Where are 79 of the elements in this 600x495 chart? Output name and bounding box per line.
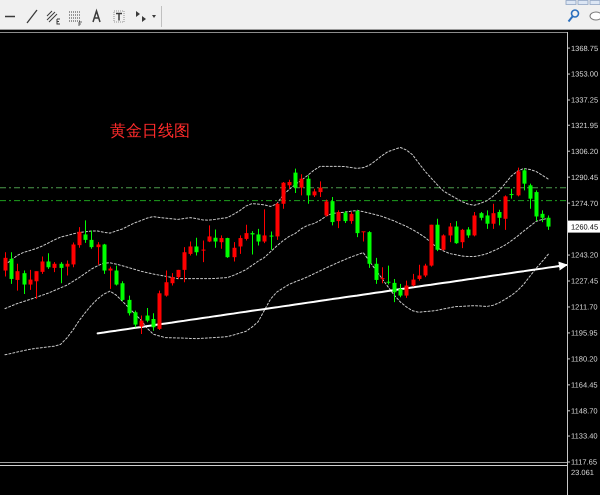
candlestick <box>170 272 174 286</box>
candlestick <box>34 270 38 300</box>
candlestick <box>208 224 212 243</box>
candlestick <box>454 220 458 244</box>
candlestick <box>404 280 408 298</box>
candlestick <box>282 182 286 210</box>
candlestick <box>546 214 550 230</box>
candlestick <box>392 278 396 303</box>
candlestick <box>270 230 274 250</box>
candlestick <box>232 242 236 262</box>
candlestick <box>442 234 446 251</box>
candlestick <box>336 210 340 229</box>
candlestick <box>540 210 544 223</box>
candlestick <box>250 230 254 256</box>
candlestick <box>380 266 384 284</box>
candlestick <box>472 212 476 237</box>
candlestick <box>262 208 266 244</box>
candlestick <box>220 234 224 250</box>
candlestick <box>16 263 20 292</box>
candlestick <box>90 230 94 250</box>
candlestick <box>96 242 100 266</box>
candlestick <box>424 263 428 278</box>
candlestick <box>120 280 124 302</box>
candlestick <box>108 266 112 290</box>
candlestick <box>522 168 526 191</box>
candlestick <box>460 228 464 249</box>
candlestick <box>182 246 186 283</box>
candlestick <box>28 269 32 290</box>
candlestick <box>140 315 144 334</box>
candlestick <box>306 174 310 204</box>
candlestick <box>504 194 508 230</box>
candlestick <box>448 222 452 243</box>
candlestick <box>318 180 322 198</box>
candlestick <box>528 183 532 210</box>
candlestick <box>256 228 260 246</box>
candlestick <box>78 226 82 248</box>
candlestick <box>194 237 198 256</box>
candlestick <box>330 196 334 226</box>
candlestick <box>152 312 156 332</box>
line-series <box>4 252 549 356</box>
candlestick <box>350 212 354 224</box>
candlestick <box>238 234 242 254</box>
text: 黄金日线图 <box>110 122 190 140</box>
candlestick <box>412 273 416 288</box>
candlestick <box>374 257 378 284</box>
candlestick <box>324 199 328 217</box>
candlestick <box>40 256 44 274</box>
candlestick <box>72 242 76 268</box>
candlestick <box>386 265 390 286</box>
candlestick <box>486 210 490 230</box>
candlestick <box>22 270 26 294</box>
candlestick <box>4 252 8 277</box>
candlestick <box>226 237 230 258</box>
candlestick <box>146 307 150 323</box>
candlestick <box>300 174 304 196</box>
candlestick <box>114 265 118 286</box>
candlestick <box>398 283 402 298</box>
candlestick <box>492 203 496 230</box>
candlestick <box>510 188 514 200</box>
candlestick <box>10 252 14 284</box>
candlestick <box>466 226 470 238</box>
candlestick <box>288 179 292 190</box>
candlestick <box>84 220 88 244</box>
candlestick <box>46 252 50 270</box>
candlestick <box>356 209 360 238</box>
candlestick <box>244 224 248 242</box>
candlestick <box>60 262 64 284</box>
candlestick <box>362 230 366 242</box>
candlestick <box>418 264 422 282</box>
candlestick <box>134 310 138 328</box>
candlestick <box>498 209 502 226</box>
candlestick <box>344 210 348 224</box>
candlestick <box>294 168 298 194</box>
candlestick <box>52 262 56 273</box>
candlestick <box>164 270 168 298</box>
candlestick <box>128 295 132 316</box>
candlestick <box>214 228 218 248</box>
candlestick <box>188 241 192 256</box>
candlestick <box>202 240 206 263</box>
